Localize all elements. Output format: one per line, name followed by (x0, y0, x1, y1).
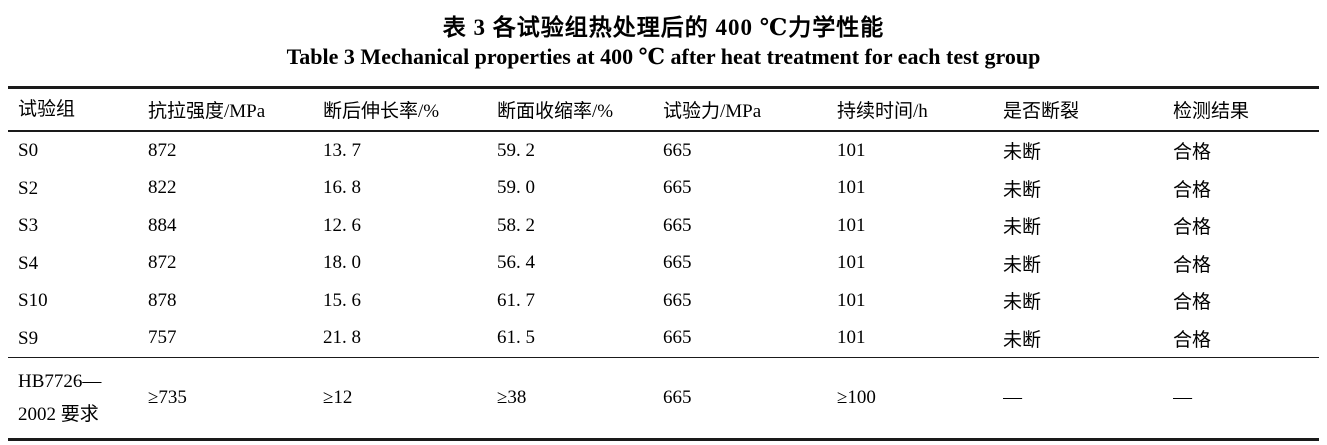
cell-result: — (1173, 357, 1319, 440)
cell-fractured: — (1003, 357, 1173, 440)
cell-group: S2 (18, 177, 39, 199)
cell-result: 合格 (1173, 142, 1212, 164)
col-header-reduction-of-area: 断面收缩率/% (497, 87, 663, 132)
table-row-s0: S0 872 13. 7 59. 2 665 101 未断 合格 (8, 131, 1319, 170)
cell-tensile: 884 (148, 214, 177, 236)
cell-reduction: 61. 5 (497, 327, 535, 349)
cell-elongation: 16. 8 (323, 177, 361, 199)
cell-tensile: 757 (148, 327, 177, 349)
header-row: 试验组 抗拉强度/MPa 断后伸长率/% 断面收缩率/% 试验力/MPa 持续时… (8, 87, 1319, 132)
cell-elongation: 18. 0 (323, 252, 361, 274)
cell-reduction: 59. 2 (497, 139, 535, 161)
cell-force: 665 (663, 289, 692, 311)
cell-result: 合格 (1173, 254, 1212, 276)
table-row-s4: S4 872 18. 0 56. 4 665 101 未断 合格 (8, 245, 1319, 283)
cell-force: 665 (663, 214, 692, 236)
cell-duration: 101 (837, 214, 866, 236)
cell-elongation: 15. 6 (323, 289, 361, 311)
cell-group: S4 (18, 252, 39, 274)
cell-fractured: 未断 (1003, 254, 1042, 276)
mechanical-properties-table: 试验组 抗拉强度/MPa 断后伸长率/% 断面收缩率/% 试验力/MPa 持续时… (8, 86, 1319, 441)
cell-duration: 101 (837, 289, 866, 311)
cell-tensile: 822 (148, 177, 177, 199)
cell-elongation: 12. 6 (323, 214, 361, 236)
cell-group: S3 (18, 215, 39, 237)
table-row-s9: S9 757 21. 8 61. 5 665 101 未断 合格 (8, 320, 1319, 358)
col-header-tensile-strength: 抗拉强度/MPa (148, 87, 323, 132)
cell-force: 665 (663, 252, 692, 274)
table-title-chinese: 表 3 各试验组热处理后的 400 ℃力学性能 (442, 15, 885, 40)
cell-duration: 101 (837, 139, 866, 161)
cell-duration: 101 (837, 177, 866, 199)
cell-group: S0 (18, 140, 39, 162)
cell-reduction: 56. 4 (497, 252, 535, 274)
col-header-duration: 持续时间/h (837, 87, 1003, 132)
table-row-s10: S10 878 15. 6 61. 7 665 101 未断 合格 (8, 282, 1319, 320)
cell-fractured: 未断 (1003, 217, 1042, 239)
table-row-s3: S3 884 12. 6 58. 2 665 101 未断 合格 (8, 207, 1319, 245)
cell-reduction: ≥38 (497, 357, 663, 440)
cell-result: 合格 (1173, 329, 1212, 351)
cell-elongation: 21. 8 (323, 327, 361, 349)
cell-group: HB7726— 2002 要求 (8, 357, 148, 440)
cell-force: 665 (663, 139, 692, 161)
cell-result: 合格 (1173, 179, 1212, 201)
col-header-elongation: 断后伸长率/% (323, 87, 497, 132)
col-header-fractured: 是否断裂 (1003, 87, 1173, 132)
cell-reduction: 58. 2 (497, 214, 535, 236)
cell-duration: ≥100 (837, 357, 1003, 440)
cell-result: 合格 (1173, 292, 1212, 314)
cell-reduction: 59. 0 (497, 177, 535, 199)
col-header-test-group: 试验组 (8, 87, 148, 132)
cell-force: 665 (663, 327, 692, 349)
cell-elongation: ≥12 (323, 357, 497, 440)
cell-tensile: 872 (148, 252, 177, 274)
table-row-s2: S2 822 16. 8 59. 0 665 101 未断 合格 (8, 170, 1319, 208)
cell-group: S10 (18, 290, 48, 312)
col-header-test-force: 试验力/MPa (663, 87, 837, 132)
cell-duration: 101 (837, 252, 866, 274)
cell-force: 665 (663, 357, 837, 440)
cell-duration: 101 (837, 327, 866, 349)
cell-fractured: 未断 (1003, 179, 1042, 201)
cell-fractured: 未断 (1003, 329, 1042, 351)
cell-tensile: 878 (148, 289, 177, 311)
cell-reduction: 61. 7 (497, 289, 535, 311)
table-title-english: Table 3 Mechanical properties at 400 ℃ a… (286, 44, 1041, 69)
cell-group: S9 (18, 327, 39, 349)
cell-force: 665 (663, 177, 692, 199)
col-header-result: 检测结果 (1173, 87, 1319, 132)
cell-result: 合格 (1173, 217, 1212, 239)
cell-tensile: 872 (148, 139, 177, 161)
cell-fractured: 未断 (1003, 142, 1042, 164)
table-row-hb7726-requirement: HB7726— 2002 要求 ≥735 ≥12 ≥38 665 ≥100 — … (8, 357, 1319, 440)
cell-elongation: 13. 7 (323, 139, 361, 161)
cell-fractured: 未断 (1003, 292, 1042, 314)
cell-tensile: ≥735 (148, 357, 323, 440)
